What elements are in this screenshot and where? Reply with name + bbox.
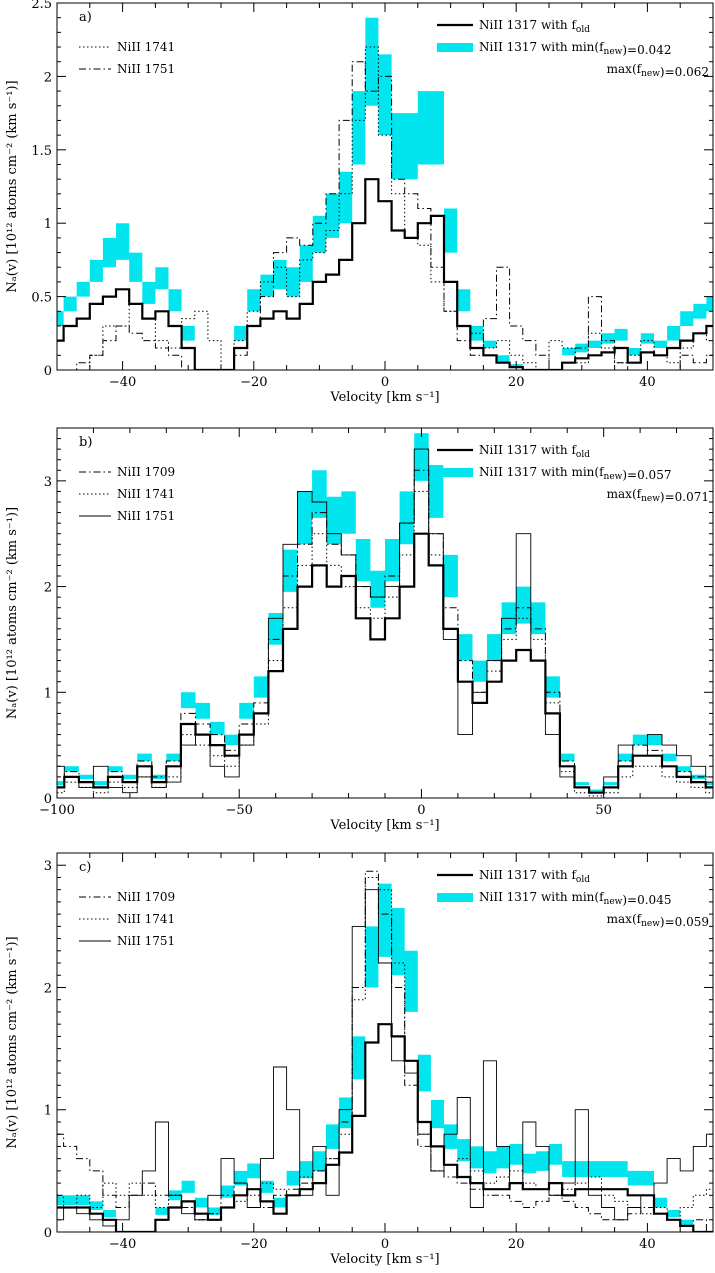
legend-label: NiII 1741: [117, 40, 175, 54]
series-band-nill-1317-fnew: [57, 17, 713, 370]
y-axis-label: Nₐ(v) [10¹² atoms cm⁻² (km s⁻¹)]: [5, 80, 20, 292]
legend-text: NiII 1317 with fold: [479, 868, 590, 885]
x-tick-label: −40: [109, 1237, 136, 1252]
x-tick-label: −40: [109, 375, 136, 390]
legend-label: NiII 1751: [117, 62, 175, 76]
x-axis-label: Velocity [km s⁻¹]: [329, 390, 439, 405]
series-line-niii-1317-with-f-old: [57, 1023, 713, 1232]
y-tick-label: 0: [44, 1226, 52, 1241]
legend-text: NiII 1317 with fold: [479, 18, 590, 35]
legend-text: max(fnew)=0.071: [607, 487, 709, 504]
legend-label: NiII 1741: [117, 912, 175, 926]
legend-text: NiII 1317 with min(fnew)=0.042: [479, 40, 671, 57]
series-line-niii-1741: [57, 877, 713, 1221]
y-axis-label: Nₐ(v) [10¹² atoms cm⁻² (km s⁻¹)]: [5, 507, 20, 719]
y-tick-label: 2.5: [31, 0, 52, 12]
x-tick-label: 50: [595, 803, 612, 818]
y-tick-label: 1.5: [31, 144, 52, 159]
x-tick-label: −100: [39, 803, 75, 818]
series-line-niii-1751: [57, 448, 713, 794]
legend-text: max(fnew)=0.059: [607, 912, 709, 929]
legend-text: NiII 1317 with min(fnew)=0.057: [479, 465, 671, 482]
series-line-niii-1741: [57, 490, 713, 797]
chart-panel-b: −100 −50 0 50 0 1 2 3 Velocity [km s⁻¹] Nₐ(v) [10…: [5, 427, 714, 833]
x-tick-label: −50: [226, 803, 253, 818]
series-line-niii-1751: [57, 889, 713, 1227]
panel-label: c): [79, 860, 91, 875]
plot-area: [57, 870, 713, 1232]
x-tick-label: 0: [417, 803, 425, 818]
legend-label: NiII 1709: [117, 890, 175, 904]
legend-label: NiII 1751: [117, 509, 175, 523]
plot-area: [57, 17, 713, 370]
panel-label: b): [79, 435, 92, 450]
series-band-nill-1317-fnew: [57, 883, 713, 1232]
legend-label: NiII 1741: [117, 487, 175, 501]
legend-swatch-band: [437, 468, 473, 477]
y-tick-label: 1: [44, 686, 52, 701]
y-tick-label: 2: [44, 981, 52, 996]
y-tick-label: 0: [44, 364, 52, 379]
y-tick-label: 1: [44, 217, 52, 232]
legend-swatch-band: [437, 43, 473, 52]
legend-label: NiII 1751: [117, 934, 175, 948]
x-tick-label: 20: [508, 1237, 525, 1252]
x-tick-label: −20: [240, 1237, 267, 1252]
x-tick-label: 40: [639, 375, 656, 390]
y-axis-label: Nₐ(v) [10¹² atoms cm⁻² (km s⁻¹)]: [5, 936, 20, 1148]
x-tick-label: 40: [639, 1237, 656, 1252]
legend-label: NiII 1709: [117, 465, 175, 479]
series-line-niii-1317-with-f-old: [57, 178, 713, 370]
y-tick-label: 1: [44, 1104, 52, 1119]
x-tick-label: −20: [240, 375, 267, 390]
legend-text: max(fnew)=0.062: [607, 62, 709, 79]
y-tick-label: 3: [44, 475, 52, 490]
legend-swatch-band: [437, 893, 473, 902]
y-tick-label: 2: [44, 581, 52, 596]
y-tick-label: 0: [44, 792, 52, 807]
x-tick-label: 0: [381, 1237, 389, 1252]
x-axis-label: Velocity [km s⁻¹]: [329, 818, 439, 833]
chart-panel-c: −40 −20 0 20 40 0 1 2 3 Velocity [km s⁻¹] Nₐ(v) [1…: [5, 852, 714, 1267]
panel-label: a): [79, 10, 92, 25]
x-tick-label: 20: [508, 375, 525, 390]
y-tick-label: 3: [44, 859, 52, 874]
y-tick-label: 2: [44, 70, 52, 85]
chart-panel-a: −40 −20 0 20 40 0 0.5 1 1.5 2 2.5 Velocity [km s⁻¹]…: [5, 0, 714, 405]
y-tick-label: 0.5: [31, 291, 52, 306]
x-tick-label: 0: [381, 375, 389, 390]
x-axis-label: Velocity [km s⁻¹]: [329, 1252, 439, 1267]
legend-text: NiII 1317 with min(fnew)=0.045: [479, 890, 671, 907]
series-line-niii-1751: [57, 61, 713, 370]
legend-text: NiII 1317 with fold: [479, 443, 590, 460]
